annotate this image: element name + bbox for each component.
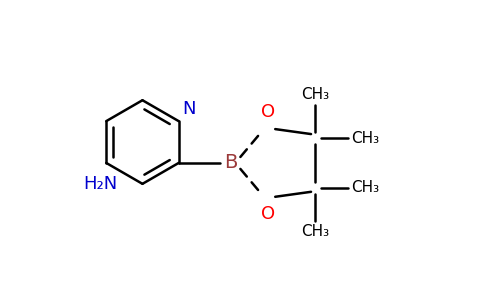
Text: H₂N: H₂N xyxy=(83,175,118,193)
Text: N: N xyxy=(182,100,196,118)
Text: B: B xyxy=(224,153,237,172)
Text: O: O xyxy=(261,103,275,121)
Text: O: O xyxy=(261,205,275,223)
Text: CH₃: CH₃ xyxy=(351,180,379,195)
Text: CH₃: CH₃ xyxy=(301,224,329,239)
Text: CH₃: CH₃ xyxy=(301,87,329,102)
Text: CH₃: CH₃ xyxy=(351,130,379,146)
